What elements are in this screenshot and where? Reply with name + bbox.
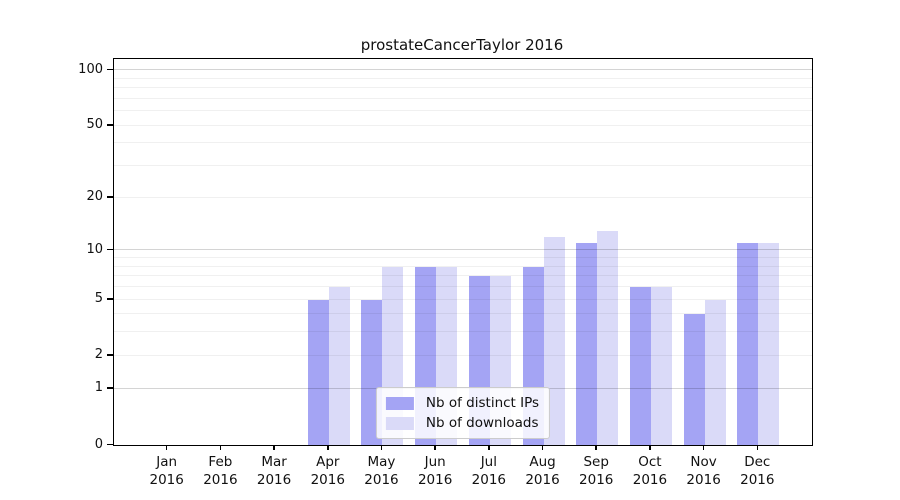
gridline-y-9 (114, 257, 812, 259)
x-tick-mark-jun (434, 445, 436, 450)
gridline-y-5 (114, 298, 812, 300)
bar-downloads-nov (704, 299, 726, 445)
legend-label-distinct-ips: Nb of distinct IPs (425, 395, 540, 411)
y-tick-mark-50 (107, 124, 113, 126)
bar-downloads-sep (597, 230, 619, 445)
chart-title: prostateCancerTaylor 2016 (360, 36, 564, 54)
y-tick-label-2: 2 (94, 347, 103, 363)
gridline-y-70 (114, 97, 812, 99)
bar-ips-dec (737, 243, 759, 445)
x-tick-label-jun: Jun 2016 (417, 454, 453, 488)
y-tick-mark-100 (107, 68, 113, 71)
bar-downloads-dec (758, 243, 780, 445)
y-tick-mark-1 (107, 387, 113, 389)
gridline-y-10 (114, 249, 812, 251)
x-tick-label-mar: Mar 2016 (256, 454, 292, 488)
x-tick-label-aug: Aug 2016 (525, 454, 560, 488)
x-tick-label-feb: Feb 2016 (203, 454, 238, 488)
gridline-y-20 (114, 196, 812, 198)
y-tick-mark-2 (107, 354, 113, 356)
y-tick-label-50: 50 (86, 117, 103, 133)
x-tick-mark-jul (488, 445, 490, 450)
x-tick-label-jul: Jul 2016 (471, 454, 507, 488)
gridline-y-90 (114, 77, 812, 79)
bar-downloads-apr (328, 287, 350, 445)
x-tick-mark-jan (165, 445, 168, 450)
x-tick-mark-aug (541, 445, 544, 450)
gridline-y-3 (114, 331, 812, 333)
legend-label-downloads: Nb of downloads (425, 415, 539, 431)
gridline-y-40 (114, 142, 812, 144)
y-tick-label-1: 1 (94, 380, 103, 396)
gridline-y-4 (114, 313, 812, 315)
gridline-y-6 (114, 286, 812, 287)
x-tick-label-nov: Nov 2016 (686, 454, 721, 488)
x-tick-label-oct: Oct 2016 (632, 454, 668, 488)
legend-item-distinct-ips: Nb of distinct IPs (385, 393, 540, 413)
x-tick-mark-feb (219, 445, 222, 450)
bar-ips-nov (683, 314, 705, 445)
y-tick-label-10: 10 (86, 241, 103, 257)
x-tick-mark-mar (273, 445, 275, 450)
x-tick-mark-dec (756, 445, 759, 450)
chart-legend: Nb of distinct IPs Nb of downloads (375, 387, 551, 439)
x-tick-mark-oct (649, 445, 651, 450)
gridline-y-80 (114, 87, 812, 89)
gridline-y-8 (114, 265, 812, 267)
gridline-y-2 (114, 354, 812, 356)
bar-ips-apr (307, 299, 329, 445)
y-tick-label-100: 100 (78, 61, 103, 77)
x-tick-label-dec: Dec 2016 (740, 454, 775, 488)
x-tick-mark-may (380, 445, 383, 450)
y-tick-label-20: 20 (86, 189, 103, 205)
bar-ips-sep (576, 243, 598, 445)
legend-swatch-distinct-ips-icon (385, 396, 414, 410)
x-tick-mark-sep (595, 445, 597, 450)
bar-downloads-oct (650, 287, 672, 445)
gridline-y-50 (114, 124, 812, 126)
y-tick-mark-20 (107, 196, 113, 198)
y-tick-mark-5 (107, 298, 113, 300)
legend-item-downloads: Nb of downloads (385, 413, 539, 433)
x-tick-label-jan: Jan 2016 (149, 454, 184, 488)
x-tick-label-may: May 2016 (364, 454, 399, 488)
bar-ips-oct (629, 287, 651, 445)
x-tick-label-sep: Sep 2016 (579, 454, 614, 488)
gridline-y-100 (114, 69, 812, 71)
plot-area: Nb of distinct IPs Nb of downloads (113, 58, 813, 446)
x-tick-mark-nov (702, 445, 705, 450)
gridline-y-7 (114, 275, 812, 277)
y-tick-label-0: 0 (94, 436, 103, 452)
y-tick-mark-10 (107, 248, 113, 251)
legend-swatch-downloads-icon (385, 416, 414, 430)
x-tick-mark-apr (327, 445, 329, 450)
y-tick-mark-0 (107, 443, 113, 445)
gridline-y-30 (114, 165, 812, 167)
gridline-y-60 (114, 110, 812, 112)
x-tick-label-apr: Apr 2016 (310, 454, 345, 488)
y-tick-label-5: 5 (94, 291, 103, 306)
